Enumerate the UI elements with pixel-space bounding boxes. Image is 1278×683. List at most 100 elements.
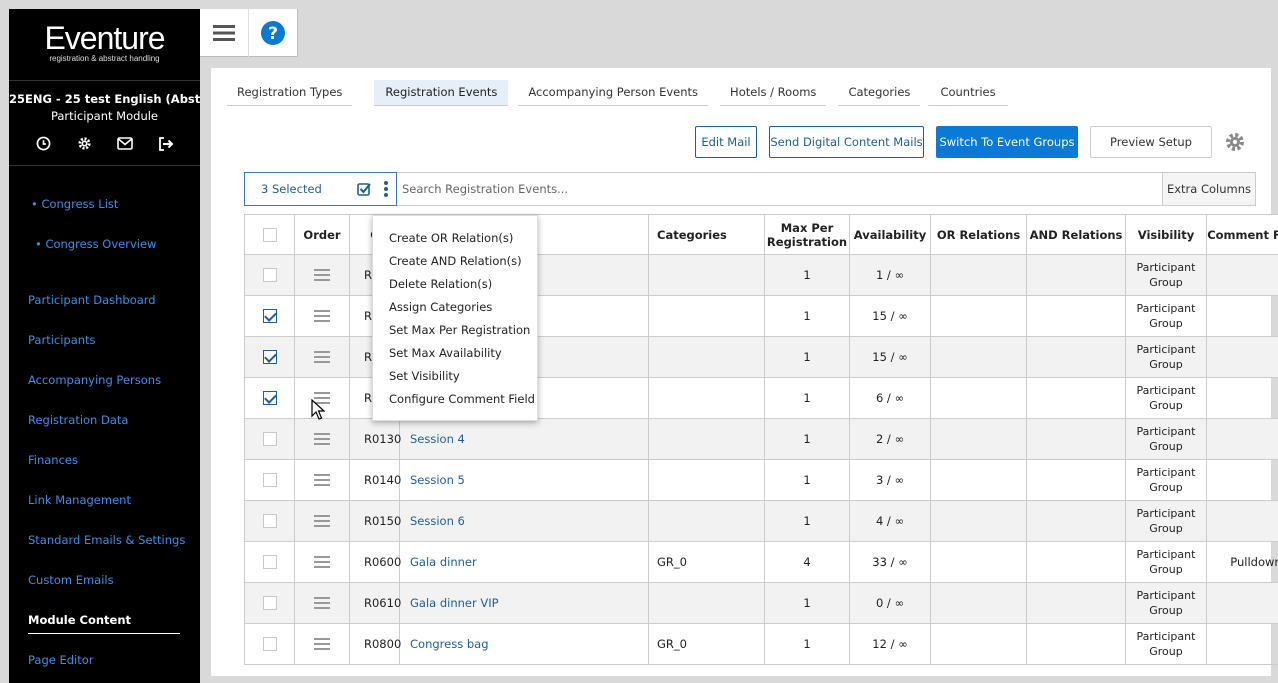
tab-registration-types[interactable]: Registration Types	[227, 80, 353, 106]
edit-mail-button[interactable]: Edit Mail	[695, 126, 757, 158]
row-checkbox[interactable]	[262, 555, 277, 570]
row-checkbox[interactable]	[262, 268, 277, 283]
menu-set-max-availability[interactable]: Set Max Availability	[389, 346, 502, 360]
tab-accompanying-person-events[interactable]: Accompanying Person Events	[518, 80, 709, 106]
menu-set-visibility[interactable]: Set Visibility	[389, 369, 460, 383]
row-select-cell[interactable]	[244, 459, 295, 501]
row-name-link[interactable]: Session 6	[399, 500, 649, 542]
drag-handle-icon[interactable]	[294, 500, 350, 542]
row-name-link[interactable]: Gala dinner VIP	[399, 582, 649, 624]
settings-gear-icon[interactable]	[1224, 131, 1246, 153]
row-checkbox[interactable]	[262, 391, 277, 406]
header-visibility[interactable]: Visibility	[1125, 214, 1207, 255]
tab-countries[interactable]: Countries	[928, 80, 1008, 106]
row-select-cell[interactable]	[244, 254, 295, 296]
sidebar-item-standard-emails[interactable]: Standard Emails & Settings	[28, 533, 186, 547]
row-checkbox[interactable]	[262, 350, 277, 365]
clock-icon[interactable]	[35, 135, 52, 152]
menu-assign-categories[interactable]: Assign Categories	[389, 300, 493, 314]
sidebar-item-page-editor[interactable]: Page Editor	[28, 653, 94, 667]
menu-configure-comment-field[interactable]: Configure Comment Field	[389, 392, 535, 406]
selection-box[interactable]: 3 Selected	[244, 172, 397, 206]
sidebar-item-congress-overview[interactable]: • Congress Overview	[35, 237, 157, 251]
row-availability: 33 / ∞	[849, 541, 931, 583]
sidebar-item-custom-emails[interactable]: Custom Emails	[28, 573, 114, 587]
row-checkbox[interactable]	[262, 473, 277, 488]
row-select-cell[interactable]	[244, 500, 295, 542]
sidebar-item-module-content[interactable]: Module Content	[28, 613, 132, 627]
preview-setup-button[interactable]: Preview Setup	[1090, 126, 1212, 158]
drag-handle-icon[interactable]	[294, 623, 350, 665]
more-actions-icon[interactable]	[384, 181, 388, 197]
sidebar-item-participant-dashboard[interactable]: Participant Dashboard	[28, 293, 156, 307]
row-checkbox[interactable]	[262, 432, 277, 447]
header-comment-field[interactable]: Comment Field	[1206, 214, 1278, 255]
row-select-cell[interactable]	[244, 418, 295, 460]
drag-handle-icon[interactable]	[294, 254, 350, 296]
drag-handle-icon[interactable]	[294, 336, 350, 378]
header-or-relations[interactable]: OR Relations	[930, 214, 1027, 255]
hamburger-icon[interactable]	[200, 9, 249, 57]
sidebar-item-participants[interactable]: Participants	[28, 333, 96, 347]
select-all-check-icon[interactable]	[357, 182, 371, 196]
tab-categories[interactable]: Categories	[838, 80, 921, 106]
mail-icon[interactable]	[117, 135, 134, 152]
row-visibility: Participant Group	[1125, 582, 1207, 624]
table-row[interactable]: R0800 Congress bag GR_0 1 12 / ∞ Partici…	[244, 623, 1278, 665]
header-availability[interactable]: Availability	[849, 214, 931, 255]
menu-delete-relations[interactable]: Delete Relation(s)	[389, 277, 493, 291]
tab-hotels-rooms[interactable]: Hotels / Rooms	[720, 80, 827, 106]
table-row[interactable]: R0150 Session 6 1 4 / ∞ Participant Group	[244, 500, 1278, 542]
select-all-checkbox[interactable]	[262, 227, 277, 242]
switch-event-groups-button[interactable]: Switch To Event Groups	[936, 126, 1078, 158]
logout-icon[interactable]	[158, 135, 175, 152]
row-name-link[interactable]: Session 5	[399, 459, 649, 501]
row-max-per-registration: 1	[764, 254, 850, 296]
row-select-cell[interactable]	[244, 582, 295, 624]
row-name-link[interactable]: Session 4	[399, 418, 649, 460]
row-categories	[648, 295, 765, 337]
row-checkbox[interactable]	[262, 596, 277, 611]
table-row[interactable]: R0130 Session 4 1 2 / ∞ Participant Group	[244, 418, 1278, 460]
row-select-cell[interactable]	[244, 377, 295, 419]
drag-handle-icon[interactable]	[294, 541, 350, 583]
menu-create-and-relations[interactable]: Create AND Relation(s)	[389, 254, 522, 268]
row-checkbox[interactable]	[262, 309, 277, 324]
row-select-cell[interactable]	[244, 336, 295, 378]
header-max-per-registration[interactable]: Max Per Registration	[764, 214, 850, 255]
drag-handle-icon[interactable]	[294, 582, 350, 624]
menu-set-max-per-registration[interactable]: Set Max Per Registration	[389, 323, 531, 337]
drag-handle-icon[interactable]	[294, 295, 350, 337]
tab-registration-events[interactable]: Registration Events	[374, 80, 509, 106]
gear-icon[interactable]	[76, 135, 93, 152]
header-select-all[interactable]	[244, 214, 295, 255]
row-checkbox[interactable]	[262, 514, 277, 529]
row-checkbox[interactable]	[262, 637, 277, 652]
row-select-cell[interactable]	[244, 623, 295, 665]
row-visibility: Participant Group	[1125, 418, 1207, 460]
search-input[interactable]	[402, 173, 1162, 205]
header-order[interactable]: Order	[294, 214, 350, 255]
table-row[interactable]: R0140 Session 5 1 3 / ∞ Participant Group	[244, 459, 1278, 501]
row-select-cell[interactable]	[244, 295, 295, 337]
sidebar-item-congress-list[interactable]: • Congress List	[31, 197, 119, 211]
table-row[interactable]: R0600 Gala dinner GR_0 4 33 / ∞ Particip…	[244, 541, 1278, 583]
menu-create-or-relations[interactable]: Create OR Relation(s)	[389, 231, 514, 245]
send-digital-content-button[interactable]: Send Digital Content Mails	[769, 126, 924, 158]
header-and-relations[interactable]: AND Relations	[1026, 214, 1126, 255]
extra-columns-button[interactable]: Extra Columns	[1162, 173, 1255, 205]
help-icon[interactable]: ?	[249, 9, 298, 57]
row-select-cell[interactable]	[244, 541, 295, 583]
row-code: R0610	[349, 582, 401, 624]
sidebar-item-finances[interactable]: Finances	[28, 453, 78, 467]
brand-logo[interactable]: Eventure registration & abstract handlin…	[9, 9, 200, 81]
sidebar-item-accompanying-persons[interactable]: Accompanying Persons	[28, 373, 162, 387]
sidebar-item-link-management[interactable]: Link Management	[28, 493, 131, 507]
row-name-link[interactable]: Gala dinner	[399, 541, 649, 583]
header-categories[interactable]: Categories	[648, 214, 765, 255]
row-name-link[interactable]: Congress bag	[399, 623, 649, 665]
table-row[interactable]: R0610 Gala dinner VIP 1 0 / ∞ Participan…	[244, 582, 1278, 624]
sidebar-item-registration-data[interactable]: Registration Data	[28, 413, 129, 427]
drag-handle-icon[interactable]	[294, 459, 350, 501]
drag-handle-icon[interactable]	[294, 418, 350, 460]
